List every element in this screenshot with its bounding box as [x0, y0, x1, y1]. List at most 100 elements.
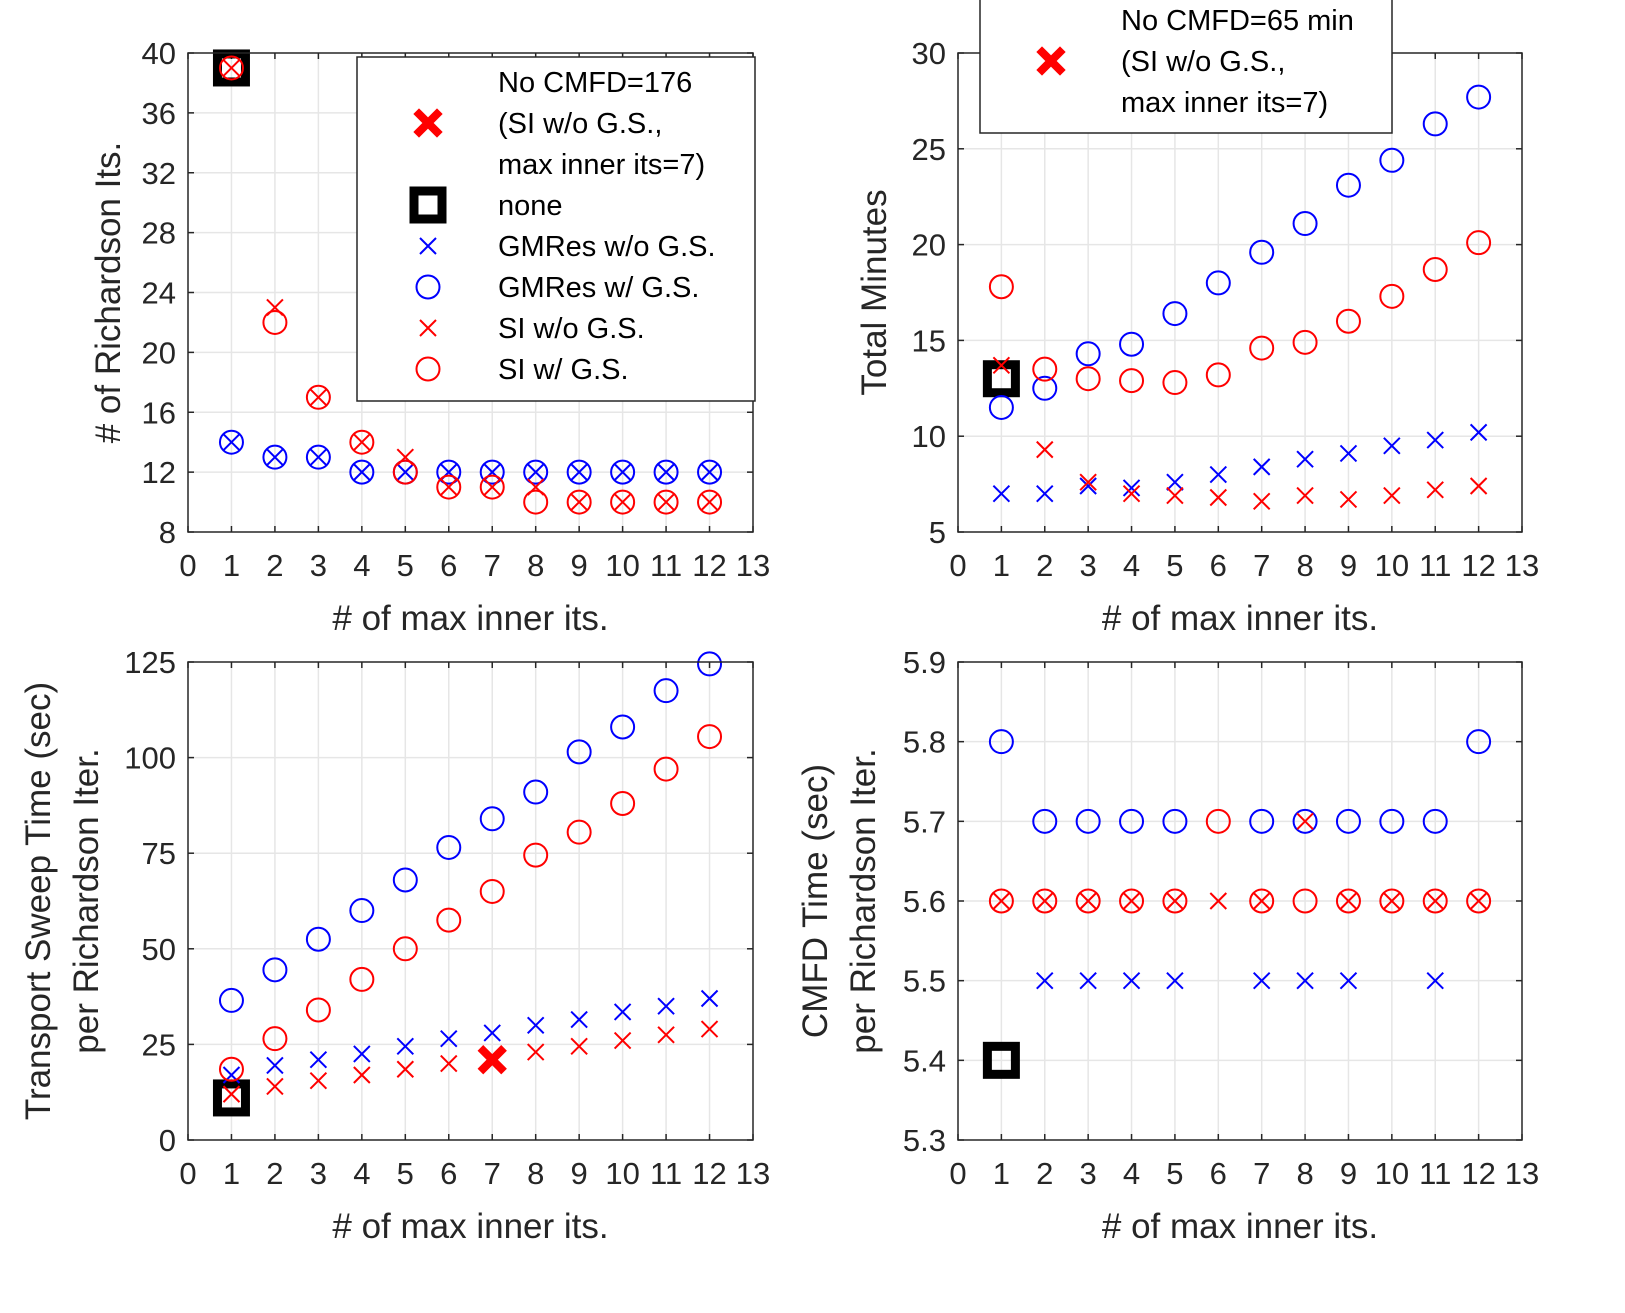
data-point — [1466, 729, 1492, 755]
data-point — [1296, 812, 1314, 831]
data-point — [1426, 431, 1444, 449]
data-point — [1162, 808, 1188, 834]
data-point — [1466, 84, 1492, 110]
data-point — [1292, 329, 1318, 355]
data-point — [526, 1043, 545, 1061]
data-point — [1032, 375, 1058, 401]
data-point — [1032, 888, 1058, 914]
data-point — [1252, 458, 1271, 476]
data-point — [526, 463, 545, 481]
legend-label: (SI w/o G.S., — [498, 108, 662, 140]
data-point — [262, 957, 288, 983]
data-point — [479, 459, 505, 485]
legend-label: No CMFD=176 — [498, 67, 692, 99]
data-point — [353, 433, 371, 451]
data-markers — [982, 729, 1492, 1079]
grid — [188, 662, 753, 1140]
data-point — [266, 448, 284, 466]
series-gmres-w-o-g-s — [222, 989, 719, 1084]
data-point — [483, 478, 501, 496]
data-point — [1383, 437, 1401, 455]
data-point — [1379, 283, 1405, 309]
data-point — [657, 463, 675, 481]
data-point — [440, 1029, 458, 1048]
y-tick-label: 5.9 — [903, 645, 946, 680]
x-tick-label: 4 — [353, 548, 370, 583]
y-tick-label: 8 — [159, 515, 176, 550]
data-point — [436, 474, 462, 500]
data-point — [1335, 808, 1361, 834]
legend: No CMFD=65 min (SI w/o G.S., max inner it… — [979, 0, 1393, 134]
legend-entry: SI w/o G.S. — [419, 313, 645, 345]
x-tick-label: 11 — [1419, 1156, 1451, 1191]
legend-label: max inner its=7) — [1121, 87, 1328, 119]
series-si-w-g-s — [988, 230, 1492, 396]
x-tick-label: 8 — [527, 548, 544, 583]
y-tick-label: 5.6 — [903, 884, 946, 919]
data-point — [1122, 971, 1141, 990]
data-point — [349, 966, 375, 992]
data-point — [700, 493, 719, 511]
legend-label: SI w/ G.S. — [498, 354, 629, 386]
series-si-w-o-g-s — [222, 59, 719, 511]
series-si-w-g-s — [218, 724, 723, 1082]
data-markers — [212, 49, 723, 515]
y-tick-label: 10 — [912, 419, 946, 454]
data-point — [353, 1066, 371, 1084]
x-tick-label: 3 — [310, 548, 327, 583]
data-point — [1339, 971, 1358, 990]
x-tick-label: 12 — [692, 548, 726, 583]
data-markers — [212, 651, 723, 1117]
series-none — [212, 49, 250, 87]
data-point — [566, 739, 592, 765]
y-axis-label: CMFD Time (sec) — [796, 764, 835, 1038]
y-tick-label: 20 — [912, 228, 946, 263]
data-point — [305, 384, 331, 410]
x-tick-label: 13 — [736, 548, 770, 583]
legend-label: max inner its=7) — [498, 149, 705, 181]
data-point — [1252, 492, 1271, 511]
data-point — [570, 493, 588, 511]
x-tick-label: 5 — [1166, 548, 1183, 583]
legend-label: none — [498, 190, 563, 222]
data-point — [526, 1016, 545, 1034]
data-point — [1166, 971, 1184, 990]
series-gmres-w-o-g-s — [1036, 971, 1444, 990]
x-tick-label: 0 — [179, 1156, 196, 1191]
data-point — [1469, 423, 1488, 442]
y-tick-label: 50 — [142, 932, 176, 967]
x-tick-label: 2 — [1036, 1156, 1053, 1191]
data-point — [1166, 486, 1184, 505]
x-tick-label: 8 — [1296, 548, 1313, 583]
data-point — [1249, 888, 1275, 914]
x-tick-label: 5 — [397, 1156, 414, 1191]
data-point — [1296, 486, 1314, 505]
data-point — [988, 888, 1014, 914]
legend-entry: No CMFD=176 (SI w/o G.S., max inner its=7… — [413, 67, 705, 181]
data-point — [1119, 368, 1145, 394]
data-point — [266, 1077, 284, 1096]
x-tick-label: 10 — [605, 548, 639, 583]
data-point — [1339, 444, 1358, 463]
legend-label: No CMFD=65 min — [1121, 5, 1354, 37]
data-point — [479, 878, 505, 904]
legend-label: GMRes w/ G.S. — [498, 272, 699, 304]
x-tick-label: 1 — [223, 548, 240, 583]
data-point — [1036, 484, 1054, 503]
data-point — [309, 1072, 328, 1090]
data-point — [1209, 465, 1228, 484]
legend-marker — [419, 237, 437, 255]
data-point — [1469, 892, 1488, 910]
data-point — [523, 779, 549, 805]
data-point — [610, 714, 636, 740]
series-gmres-w-o-g-s — [992, 423, 1488, 503]
data-point — [988, 274, 1014, 300]
x-tick-label: 8 — [527, 1156, 544, 1191]
data-point — [1166, 473, 1184, 491]
data-point — [523, 489, 549, 515]
data-point — [305, 444, 331, 470]
data-point — [1205, 808, 1231, 834]
data-point — [988, 394, 1014, 420]
data-point — [309, 1050, 328, 1069]
